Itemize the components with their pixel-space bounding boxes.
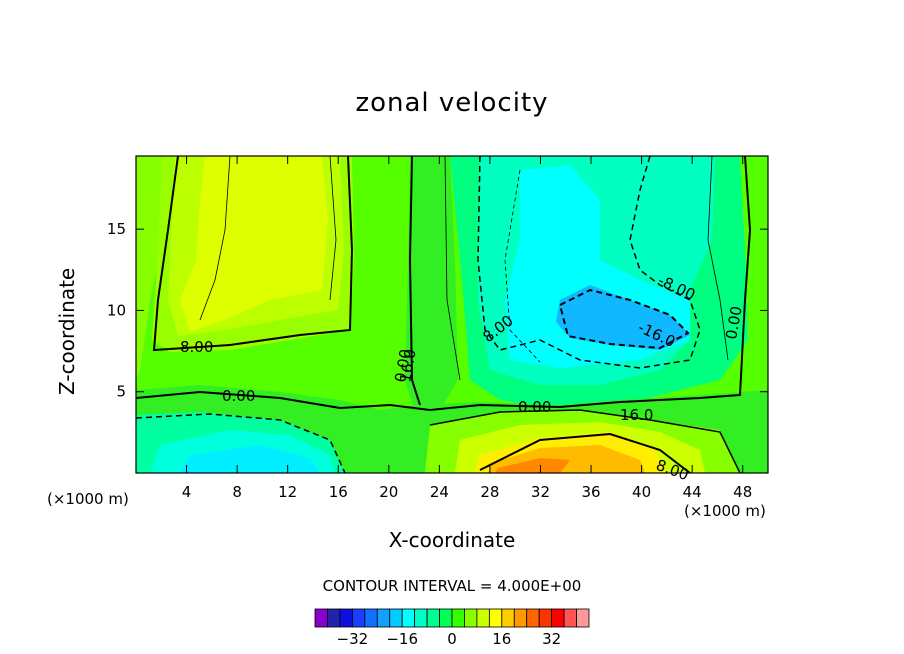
field-lowerleft-bright-cyan bbox=[180, 445, 320, 473]
contour-label: 0.00 bbox=[518, 398, 551, 416]
colorbar-swatch bbox=[451, 608, 465, 628]
colorbar-swatch bbox=[513, 608, 528, 628]
colorbar-tick-label: −32 bbox=[337, 630, 369, 648]
colorbar-swatch bbox=[476, 608, 490, 628]
contour-line-0 bbox=[136, 156, 752, 412]
contour-line-8-right bbox=[429, 409, 741, 473]
contour-line-16 bbox=[479, 432, 691, 473]
colorbar-tick-label: 0 bbox=[447, 630, 457, 648]
contour-label: 0.00 bbox=[722, 305, 746, 341]
y-tick-label: 15 bbox=[107, 220, 126, 238]
colorbar-tick-label: −16 bbox=[386, 630, 418, 648]
contour-label: 16.0 bbox=[396, 348, 420, 384]
y-tick-label: 10 bbox=[107, 301, 126, 319]
colorbar-swatch bbox=[563, 608, 577, 628]
contour-line-thin-5 bbox=[504, 169, 541, 363]
colorbar-swatch bbox=[426, 608, 440, 628]
x-tick-label: 36 bbox=[581, 483, 600, 501]
colorbar-swatch bbox=[327, 608, 341, 628]
contour-label: 8.00 bbox=[180, 338, 213, 356]
x-tick-label: 16 bbox=[329, 483, 348, 501]
colorbar-swatch bbox=[376, 608, 391, 628]
x-tick-group: 4 8 12 16 20 24 28 32 36 40 44 48 bbox=[182, 156, 752, 501]
x-tick-label: 40 bbox=[632, 483, 651, 501]
x-unit-label-left: (×1000 m) bbox=[47, 490, 129, 508]
colorbar-swatch bbox=[464, 608, 478, 628]
x-tick-label: 48 bbox=[733, 483, 752, 501]
y-tick-group: 5 10 15 bbox=[107, 220, 768, 401]
colorbar-swatch bbox=[364, 608, 378, 628]
contour-line-thin-2 bbox=[329, 156, 337, 301]
x-unit-label-right: (×1000 m) bbox=[684, 502, 766, 520]
colorbar: −32 −16 0 16 32 bbox=[314, 608, 590, 648]
x-tick-label: 20 bbox=[379, 483, 398, 501]
field-yellow-blob bbox=[180, 156, 328, 332]
field-warm-darkorange bbox=[495, 458, 570, 473]
colorbar-swatch bbox=[314, 608, 328, 628]
colorbar-swatch bbox=[439, 608, 453, 628]
colorbar-swatch bbox=[389, 608, 403, 628]
x-tick-label: 32 bbox=[531, 483, 550, 501]
colorbar-swatch bbox=[401, 608, 416, 628]
colorbar-swatch bbox=[538, 608, 553, 628]
colorbar-tick-label: 16 bbox=[492, 630, 511, 648]
x-tick-label: 12 bbox=[278, 483, 297, 501]
contour-line-minus8 bbox=[477, 156, 701, 369]
contour-label: 16.0 bbox=[620, 406, 653, 424]
field-blue-core bbox=[556, 285, 690, 350]
contour-line-minus16 bbox=[558, 288, 690, 350]
x-tick-label: 24 bbox=[430, 483, 449, 501]
x-tick-label: 4 bbox=[182, 483, 192, 501]
contour-line-thin-3 bbox=[444, 156, 461, 381]
x-axis-label: X-coordinate bbox=[388, 528, 516, 552]
x-tick-label: 28 bbox=[480, 483, 499, 501]
colorbar-swatch bbox=[339, 608, 353, 628]
plot-frame bbox=[135, 155, 769, 474]
field-center-strip bbox=[405, 156, 458, 430]
contour-fill-layer bbox=[136, 156, 768, 473]
colorbar-swatch bbox=[414, 608, 428, 628]
colorbar-swatch bbox=[351, 608, 366, 628]
contour-line-thin-1 bbox=[199, 156, 231, 321]
colorbar-tick-label: 32 bbox=[542, 630, 561, 648]
contour-lines bbox=[136, 156, 752, 473]
colorbar-swatch bbox=[488, 608, 503, 628]
contour-line-8-left bbox=[152, 156, 354, 352]
contour-line-thin-4 bbox=[707, 156, 729, 361]
contour-interval-label: CONTOUR INTERVAL = 4.000E+00 bbox=[322, 577, 582, 595]
contour-line-0-center bbox=[408, 156, 421, 406]
colorbar-swatch bbox=[501, 608, 515, 628]
colorbar-swatch bbox=[526, 608, 540, 628]
x-tick-label: 8 bbox=[232, 483, 242, 501]
contour-line-minus4-left bbox=[136, 413, 346, 473]
x-tick-label: 44 bbox=[683, 483, 702, 501]
y-tick-label: 5 bbox=[116, 383, 126, 401]
contour-label: 0.00 bbox=[391, 348, 415, 384]
colorbar-swatch bbox=[576, 608, 590, 628]
colorbar-swatch bbox=[551, 608, 565, 628]
contour-label: 0.00 bbox=[222, 387, 255, 405]
chart-title: zonal velocity bbox=[355, 88, 549, 118]
